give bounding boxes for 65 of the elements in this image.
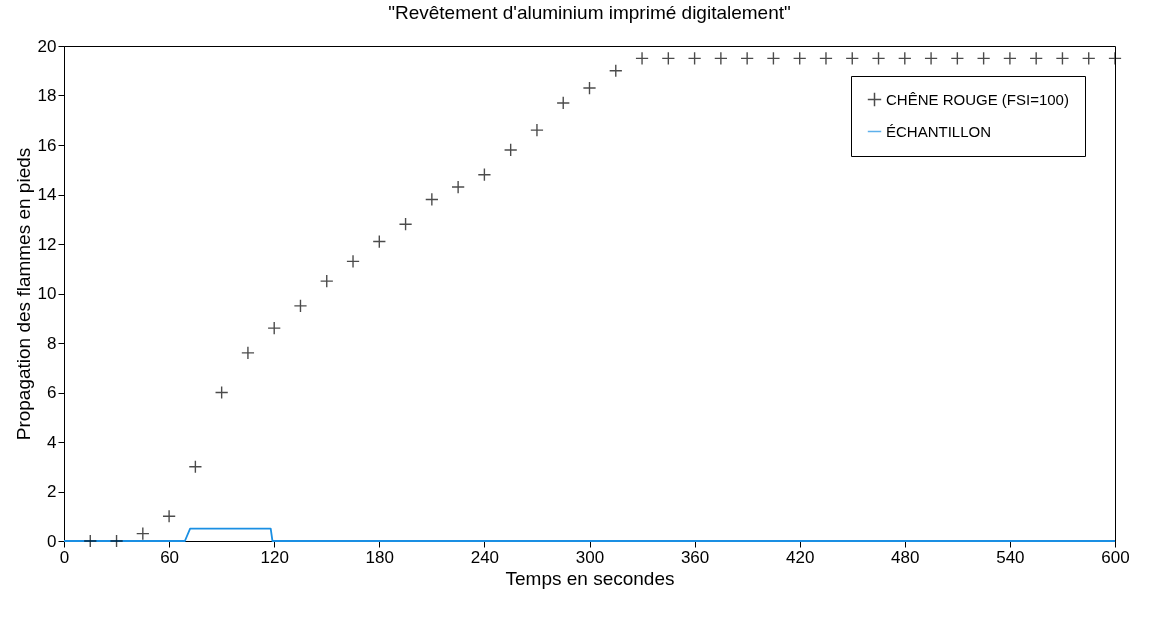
point xyxy=(267,321,282,335)
point xyxy=(136,526,150,541)
point xyxy=(214,385,229,400)
x-tick-label: 540 xyxy=(996,547,1025,567)
point xyxy=(1029,51,1043,66)
legend-label: ÉCHANTILLON xyxy=(886,122,992,140)
point xyxy=(924,51,938,66)
x-tick-label: 300 xyxy=(575,547,605,567)
point xyxy=(1081,51,1096,66)
y-tick-label: 20 xyxy=(37,36,57,56)
y-tick-label: 6 xyxy=(47,383,57,402)
point xyxy=(241,346,255,360)
y-tick-label: 18 xyxy=(37,86,57,105)
point xyxy=(83,534,98,548)
y-tick-label: 14 xyxy=(37,185,57,204)
point xyxy=(1003,51,1017,66)
point xyxy=(293,299,308,313)
point xyxy=(425,192,439,207)
point xyxy=(635,51,649,66)
point xyxy=(740,51,754,66)
y-tick-label: 8 xyxy=(47,333,57,353)
point xyxy=(976,51,991,66)
point xyxy=(503,143,518,157)
point xyxy=(319,274,334,288)
point xyxy=(792,51,807,66)
y-tick-label: 0 xyxy=(47,531,57,551)
x-tick-label: 180 xyxy=(365,547,394,567)
point xyxy=(162,509,176,524)
x-tick-label: 480 xyxy=(891,547,920,567)
x-tick-label: 60 xyxy=(160,547,180,567)
x-tick-label: 240 xyxy=(470,547,500,567)
point xyxy=(608,63,623,78)
point xyxy=(687,51,702,66)
point xyxy=(661,51,676,66)
x-tick-label: 600 xyxy=(1101,547,1130,567)
point xyxy=(109,534,124,548)
point xyxy=(766,51,781,66)
point xyxy=(372,234,387,249)
point xyxy=(477,167,492,182)
y-tick-label: 2 xyxy=(47,482,57,501)
point xyxy=(398,217,413,232)
point xyxy=(451,180,465,194)
y-tick-label: 4 xyxy=(47,432,57,452)
point xyxy=(950,51,965,66)
point xyxy=(530,123,544,137)
x-tick-label: 420 xyxy=(786,547,815,567)
x-tick-label: 120 xyxy=(260,547,289,567)
point xyxy=(556,96,571,110)
y-tick-label: 10 xyxy=(37,284,57,303)
x-tick-label: 360 xyxy=(680,547,710,567)
chart-title: "Revêtement d'aluminium imprimé digitalement" xyxy=(388,2,791,23)
y-tick-label: 12 xyxy=(37,234,57,254)
point xyxy=(346,254,360,269)
point xyxy=(1055,51,1070,66)
x-axis-title: Temps en secondes xyxy=(505,567,675,589)
point xyxy=(714,51,728,66)
y-tick-label: 16 xyxy=(37,135,57,155)
point xyxy=(871,51,886,66)
point xyxy=(897,51,912,66)
point xyxy=(188,459,203,474)
legend-label: CHÊNE ROUGE (FSI=100) xyxy=(886,90,1069,108)
point xyxy=(845,51,860,66)
point xyxy=(582,81,597,95)
point xyxy=(819,51,833,66)
y-axis-title: Propagation des flammes en pieds xyxy=(12,147,34,441)
